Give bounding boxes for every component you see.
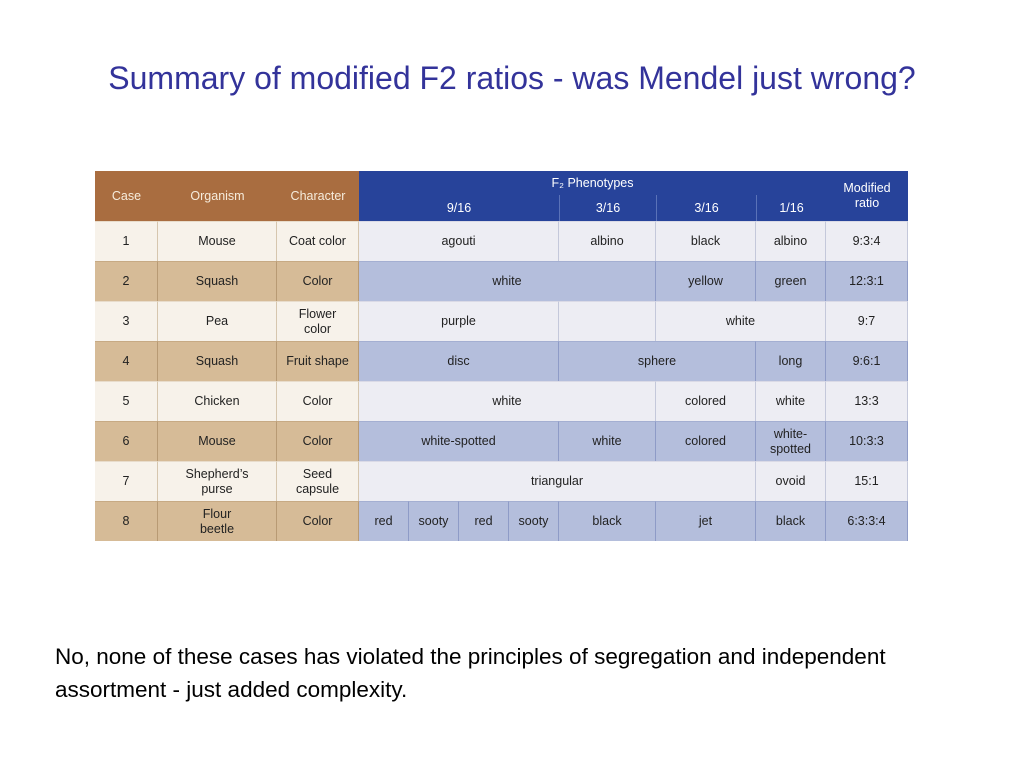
cell-phenotype: jet (656, 501, 756, 541)
header-organism: Organism (158, 171, 277, 221)
cell-modified-ratio: 15:1 (826, 461, 908, 501)
cell-character: Color (277, 501, 359, 541)
cell-phenotype: white (756, 381, 826, 421)
cell-case: 3 (95, 301, 158, 341)
cell-phenotype-empty (559, 301, 656, 341)
header-9-16: 9/16 (359, 195, 559, 221)
header-character: Character (277, 171, 359, 221)
cell-phenotype: sooty (409, 501, 459, 541)
cell-case: 4 (95, 341, 158, 381)
cell-organism: Flour beetle (158, 501, 277, 541)
cell-character: Flower color (277, 301, 359, 341)
cell-modified-ratio: 10:3:3 (826, 421, 908, 461)
cell-phenotype: black (656, 221, 756, 261)
cell-phenotype: white (359, 261, 656, 301)
cell-modified-ratio: 12:3:1 (826, 261, 908, 301)
cell-modified-ratio: 9:3:4 (826, 221, 908, 261)
header-case: Case (95, 171, 158, 221)
cell-phenotype: white (656, 301, 826, 341)
cell-character: Color (277, 381, 359, 421)
cell-case: 6 (95, 421, 158, 461)
cell-phenotype: white (559, 421, 656, 461)
cell-organism: Chicken (158, 381, 277, 421)
cell-phenotype: black (756, 501, 826, 541)
header-3-16-a: 3/16 (559, 195, 656, 221)
header-modified-ratio: Modified ratio (826, 171, 908, 221)
cell-phenotype: agouti (359, 221, 559, 261)
cell-character: Color (277, 421, 359, 461)
conclusion-text: No, none of these cases has violated the… (55, 644, 886, 702)
cell-phenotype: ovoid (756, 461, 826, 501)
cell-phenotype: red (359, 501, 409, 541)
cell-case: 8 (95, 501, 158, 541)
cell-modified-ratio: 9:6:1 (826, 341, 908, 381)
cell-phenotype: sooty (509, 501, 559, 541)
header-3-16-b: 3/16 (656, 195, 756, 221)
cell-phenotype: white-spotted (756, 421, 826, 461)
cell-organism: Mouse (158, 421, 277, 461)
cell-phenotype: white (359, 381, 656, 421)
header-1-16: 1/16 (756, 195, 826, 221)
cell-case: 5 (95, 381, 158, 421)
cell-phenotype: black (559, 501, 656, 541)
cell-phenotype: yellow (656, 261, 756, 301)
cell-phenotype: colored (656, 381, 756, 421)
cell-modified-ratio: 9:7 (826, 301, 908, 341)
cell-character: Color (277, 261, 359, 301)
cell-character: Coat color (277, 221, 359, 261)
cell-phenotype: disc (359, 341, 559, 381)
cell-phenotype: green (756, 261, 826, 301)
cell-organism: Mouse (158, 221, 277, 261)
cell-phenotype: triangular (359, 461, 756, 501)
cell-character: Seed capsule (277, 461, 359, 501)
cell-phenotype: albino (559, 221, 656, 261)
cell-organism: Squash (158, 341, 277, 381)
cell-organism: Shepherd’s purse (158, 461, 277, 501)
cell-case: 7 (95, 461, 158, 501)
cell-phenotype: albino (756, 221, 826, 261)
cell-phenotype: purple (359, 301, 559, 341)
cell-modified-ratio: 13:3 (826, 381, 908, 421)
cell-character: Fruit shape (277, 341, 359, 381)
slide-title: Summary of modified F2 ratios - was Mend… (108, 60, 916, 96)
cell-phenotype: red (459, 501, 509, 541)
cell-phenotype: long (756, 341, 826, 381)
cell-phenotype: colored (656, 421, 756, 461)
cell-case: 2 (95, 261, 158, 301)
cell-organism: Pea (158, 301, 277, 341)
cell-modified-ratio: 6:3:3:4 (826, 501, 908, 541)
cell-phenotype: white-spotted (359, 421, 559, 461)
cell-organism: Squash (158, 261, 277, 301)
cell-phenotype: sphere (559, 341, 756, 381)
cell-case: 1 (95, 221, 158, 261)
f2-ratio-table: Case Organism Character F₂ Phenotypes Mo… (95, 171, 928, 541)
header-f2-phenotypes: F₂ Phenotypes (359, 171, 826, 195)
